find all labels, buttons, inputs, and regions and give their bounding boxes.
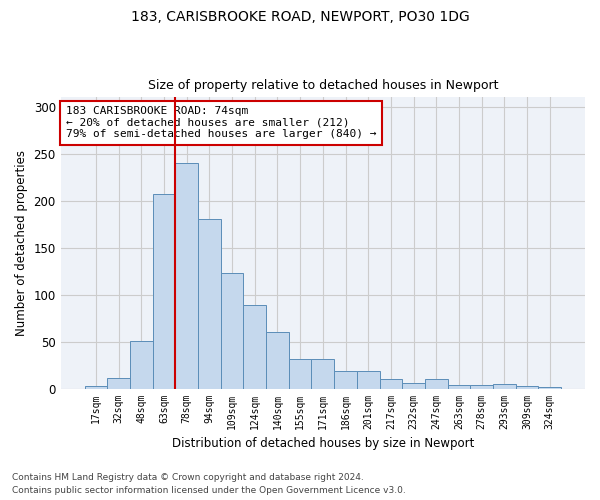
Y-axis label: Number of detached properties: Number of detached properties [15,150,28,336]
Bar [470,385,493,388]
Text: Contains HM Land Registry data © Crown copyright and database right 2024.
Contai: Contains HM Land Registry data © Crown c… [12,474,406,495]
Bar [130,340,152,388]
Bar [311,360,334,388]
Bar [85,386,107,388]
Bar [357,370,380,388]
Bar [244,305,266,388]
Bar [448,385,470,388]
Bar [266,332,289,388]
Bar [425,379,448,388]
Bar [198,218,221,388]
Text: 183 CARISBROOKE ROAD: 74sqm
← 20% of detached houses are smaller (212)
79% of se: 183 CARISBROOKE ROAD: 74sqm ← 20% of det… [66,106,376,140]
Bar [402,383,425,388]
Bar [380,379,402,388]
Text: 183, CARISBROOKE ROAD, NEWPORT, PO30 1DG: 183, CARISBROOKE ROAD, NEWPORT, PO30 1DG [131,10,469,24]
Title: Size of property relative to detached houses in Newport: Size of property relative to detached ho… [148,79,498,92]
Bar [175,163,198,388]
Bar [221,273,244,388]
Bar [289,360,311,388]
X-axis label: Distribution of detached houses by size in Newport: Distribution of detached houses by size … [172,437,474,450]
Bar [493,384,516,388]
Bar [334,370,357,388]
Bar [538,386,561,388]
Bar [107,378,130,388]
Bar [152,194,175,388]
Bar [516,386,538,388]
